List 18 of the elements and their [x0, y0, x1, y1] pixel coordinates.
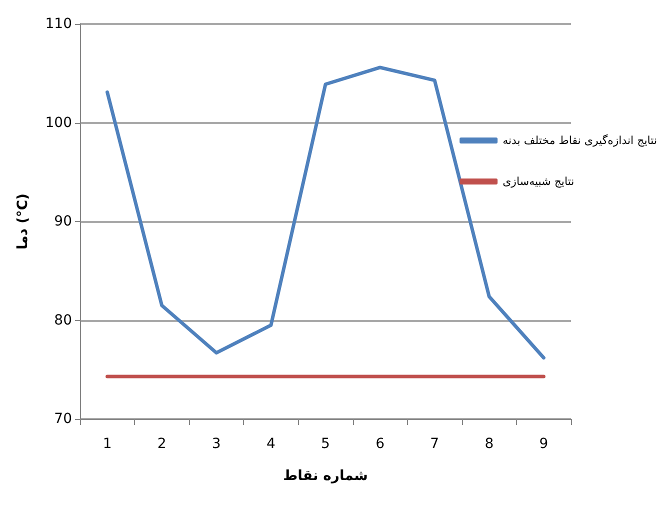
y-tick-label: 90 [54, 214, 72, 230]
x-tick-label: 2 [157, 436, 166, 452]
x-tick-label: 4 [266, 436, 276, 452]
y-tick-label: 110 [45, 16, 72, 32]
y-tick-label: 100 [45, 114, 72, 131]
x-tick-label: 5 [321, 436, 330, 452]
x-tick-label: 8 [484, 436, 494, 452]
y-tick-label: 70 [54, 411, 72, 427]
y-axis-title: دما (°C) [15, 193, 31, 250]
x-tick-label: 3 [212, 436, 221, 452]
legend-label: نتایج اندازه‌گیری نقاط مختلف بدنه [502, 134, 658, 147]
x-tick-label: 7 [430, 436, 440, 452]
legend-label: نتایج شبیه‌سازی [502, 175, 574, 188]
x-tick-label: 6 [376, 436, 385, 452]
x-tick-label: 1 [102, 436, 112, 452]
x-tick-label: 9 [539, 436, 548, 452]
y-tick-label: 80 [54, 312, 72, 328]
x-axis-title: شماره نقاط [283, 468, 368, 484]
